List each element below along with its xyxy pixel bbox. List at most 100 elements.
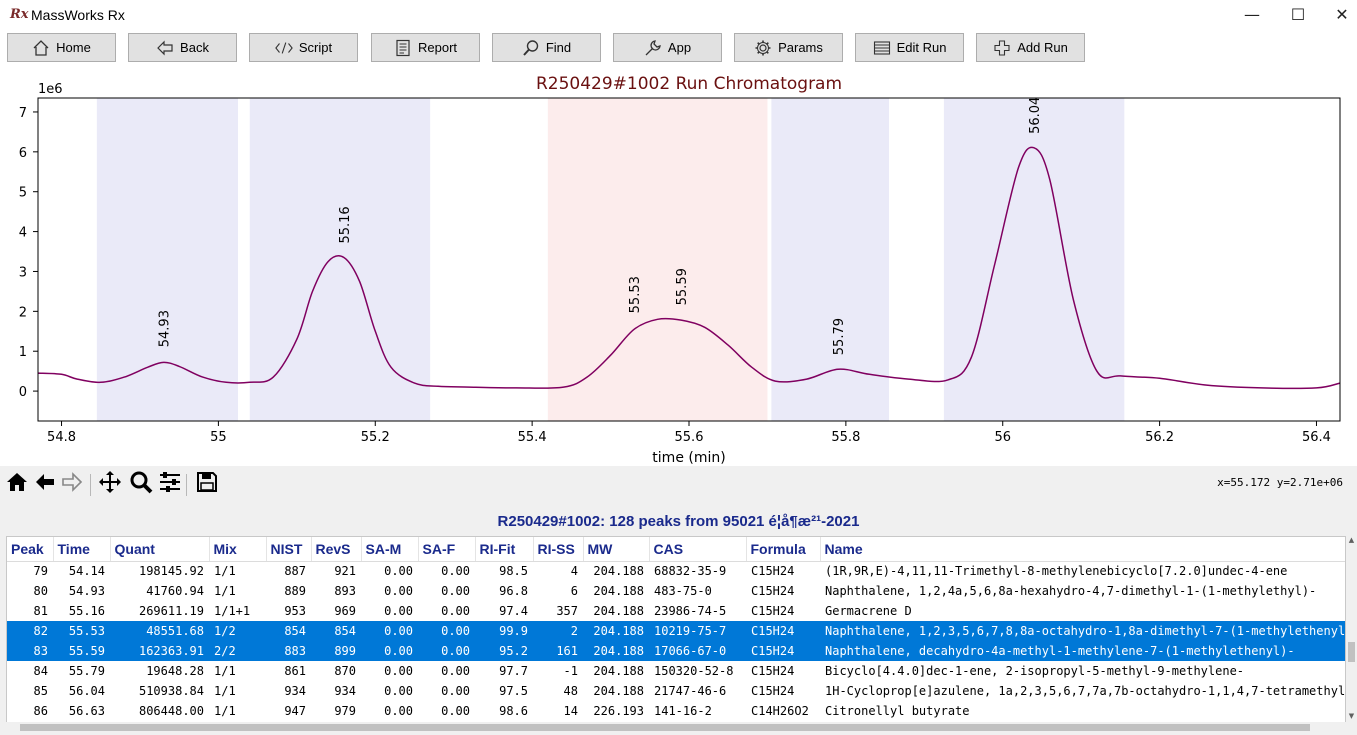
table-cell-time: 55.59 [53, 641, 110, 661]
table-row[interactable]: 83 55.59 162363.91 2/2 883 899 0.00 0.00 95.2 161… [7, 641, 1345, 661]
find-button[interactable]: Find [492, 33, 601, 62]
y-tick-label: 3 [19, 265, 27, 280]
table-cell-formula: C15H24 [751, 584, 795, 598]
table-horizontal-scrollbar[interactable] [6, 722, 1346, 732]
column-header-formula[interactable]: Formula [746, 537, 821, 562]
table-row[interactable]: 81 55.16 269611.19 1/1+1 953 969 0.00 0.00 97.4 3… [7, 601, 1345, 621]
table-cell-time: 54.93 [68, 584, 105, 598]
home-icon [32, 39, 50, 57]
table-cell-mw: 204.188 [593, 664, 644, 678]
vertical-scroll-thumb[interactable] [1348, 642, 1355, 662]
home-button[interactable]: Home [7, 33, 116, 62]
table-cell-revs: 969 [334, 604, 356, 618]
plot-navigation-toolbar: x=55.172 y=2.71e+06 [0, 466, 1357, 504]
table-cell-name: (1R,9R,E)-4,11,11-Trimethyl-8-methyleneb… [825, 564, 1288, 579]
table-cell-mw: 226.193 [593, 704, 644, 718]
x-tick-label: 54.8 [47, 430, 76, 445]
script-button-label: Script [298, 40, 333, 55]
table-cell-ri-fit: 98.5 [499, 564, 528, 579]
scroll-down-arrow-icon[interactable]: ▼ [1348, 712, 1355, 720]
table-cell-revs: 854 [311, 621, 361, 641]
table-row[interactable]: 85 56.04 510938.84 1/1 934 934 0.00 0.00 97.5 48 2… [7, 681, 1346, 701]
nav-forward-button[interactable] [59, 471, 85, 497]
table-cell-mw: 204.188 [593, 564, 644, 579]
table-row[interactable]: 86 56.63 806448.00 1/1 947 979 0.00 0.00 98.6 14 2… [7, 701, 1345, 721]
nav-pan-button[interactable] [97, 470, 123, 497]
minimize-button[interactable]: — [1244, 5, 1260, 24]
table-cell-name: Citronellyl butyrate [825, 704, 970, 718]
table-cell-ri-ss: 6 [570, 584, 578, 598]
table-cell-ri-ss: -1 [563, 664, 578, 678]
nav-home-button[interactable] [4, 471, 30, 497]
app-button[interactable]: App [613, 33, 722, 62]
table-cell-sa-m: 0.00 [384, 564, 413, 579]
configure-subplots-icon [158, 470, 182, 499]
back-button-label: Back [180, 40, 209, 55]
table-cell-revs: 870 [334, 664, 356, 678]
table-cell-sa-m: 0.00 [361, 621, 418, 641]
table-cell-formula: C15H24 [746, 641, 820, 661]
table-cell-sa-f: 0.00 [418, 641, 475, 661]
chromatogram-chart[interactable]: 54.93 55.16 55.53 55.59 55.79 56.04 54.8 55 55.… [0, 66, 1357, 466]
column-header-mix[interactable]: Mix [209, 537, 267, 562]
table-cell-ri-ss: 48 [563, 684, 578, 698]
table-cell-cas: 17066-67-0 [649, 641, 746, 661]
maximize-button[interactable]: ☐ [1290, 5, 1306, 24]
column-header-cas[interactable]: CAS [649, 537, 747, 562]
column-header-mw[interactable]: MW [583, 537, 650, 562]
table-row[interactable]: 80 54.93 41760.94 1/1 889 893 0.00 0.00 96.8 6 204… [7, 581, 1345, 601]
add-run-button[interactable]: Add Run [976, 33, 1085, 62]
column-header-revs[interactable]: RevS [311, 537, 362, 562]
table-cell-name: 1H-Cycloprop[e]azulene, 1a,2,3,5,6,7,7a,… [825, 684, 1346, 698]
peak-region-band [771, 98, 890, 421]
column-header-sa-f[interactable]: SA-F [418, 537, 476, 562]
script-button[interactable]: Script [249, 33, 358, 62]
table-cell-peak: 81 [33, 604, 48, 618]
table-cell-nist: 861 [284, 664, 306, 678]
horizontal-scroll-thumb[interactable] [20, 724, 1310, 731]
table-row[interactable]: 79 54.14 198145.92 1/1 887 921 0.00 0.00 98.5 4 20… [7, 561, 1345, 581]
close-button[interactable]: ✕ [1335, 5, 1349, 24]
column-header-name[interactable]: Name [820, 537, 1345, 562]
back-button[interactable]: Back [128, 33, 237, 62]
table-cell-mix: 1/1 [214, 664, 236, 678]
table-cell-formula: C15H24 [751, 564, 795, 579]
column-header-quant[interactable]: Quant [110, 537, 210, 562]
x-tick-label: 55.8 [831, 430, 860, 445]
table-cell-cas: 483-75-0 [654, 584, 712, 598]
table-row[interactable]: 82 55.53 48551.68 1/2 854 854 0.00 0.00 99.9 2 204… [7, 621, 1345, 641]
table-cell-time: 56.63 [68, 704, 105, 718]
column-header-sa-m[interactable]: SA-M [361, 537, 419, 562]
column-header-ri-ss[interactable]: RI-SS [533, 537, 584, 562]
table-vertical-scrollbar[interactable]: ▲ ▼ [1346, 536, 1357, 722]
table-cell-mix: 1/1+1 [214, 604, 251, 618]
column-header-time[interactable]: Time [53, 537, 111, 562]
table-cell-peak: 83 [7, 641, 53, 661]
report-button-label: Report [417, 40, 458, 55]
x-tick-label: 55.2 [361, 430, 390, 445]
column-header-ri-fit[interactable]: RI-Fit [475, 537, 534, 562]
main-toolbar: Home Back Script Report Find [0, 33, 1357, 63]
edit-run-button[interactable]: Edit Run [855, 33, 964, 62]
table-row[interactable]: 84 55.79 19648.28 1/1 861 870 0.00 0.00 97.7 -1 20… [7, 661, 1345, 681]
cursor-coordinates: x=55.172 y=2.71e+06 [1217, 476, 1343, 489]
report-button[interactable]: Report [371, 33, 480, 62]
nav-save-button[interactable] [194, 471, 220, 497]
find-button-label: Find [545, 40, 572, 55]
nav-configure-button[interactable] [157, 471, 183, 497]
nav-zoom-button[interactable] [128, 471, 154, 497]
table-cell-sa-m: 0.00 [361, 641, 418, 661]
scroll-up-arrow-icon[interactable]: ▲ [1348, 536, 1355, 544]
table-cell-peak: 84 [33, 664, 48, 678]
nav-back-button[interactable] [32, 471, 58, 497]
table-cell-sa-f: 0.00 [441, 564, 470, 579]
list-icon [873, 39, 891, 57]
column-header-peak[interactable]: Peak [7, 537, 54, 562]
home-button-label: Home [56, 40, 91, 55]
column-header-nist[interactable]: NIST [266, 537, 312, 562]
table-cell-revs: 893 [334, 584, 356, 598]
table-cell-quant: 806448.00 [138, 704, 204, 718]
table-cell-name: Bicyclo[4.4.0]dec-1-ene, 2-isopropyl-5-m… [825, 664, 1245, 678]
peak-table-panel: R250429#1002: 128 peaks from 95021 é¦å¶æ… [0, 504, 1357, 735]
params-button[interactable]: Params [734, 33, 843, 62]
